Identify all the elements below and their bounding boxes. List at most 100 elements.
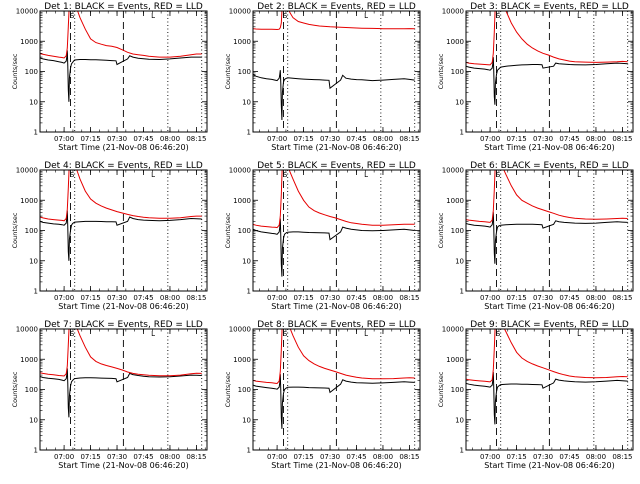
panel-title: Det 8: BLACK = Events, RED = LLD [257,320,416,330]
series-events-line [253,374,415,429]
event-marker-s: S [70,171,75,179]
series-lld-line [40,329,202,377]
series-events-line [40,50,202,102]
x-tick-label: 07:15 [80,135,100,143]
event-marker-s: S [283,12,288,20]
y-tick-label: 100 [25,227,38,235]
event-marker-l: L [364,171,368,179]
y-axis-label: Counts/sec [11,212,19,248]
event-marker-l: L [577,171,581,179]
series-events-line [253,70,415,121]
event-marker-l: L [364,12,368,20]
event-marker-s: S [70,12,75,20]
series-events-line [466,57,628,105]
y-tick-label: 100 [451,68,464,76]
panel-title: Det 9: BLACK = Events, RED = LLD [470,320,629,330]
y-tick-label: 10 [242,416,251,424]
x-tick-label: 07:00 [480,453,500,461]
y-tick-label: 100 [25,386,38,394]
x-axis-label: Start Time (21-Nov-08 06:46:20) [484,461,614,470]
y-tick-label: 10000 [16,8,38,16]
x-tick-label: 07:30 [533,135,553,143]
x-tick-label: 08:15 [612,294,632,302]
x-tick-label: 07:45 [559,135,579,143]
y-tick-label: 10 [29,257,38,265]
y-tick-label: 100 [238,68,251,76]
x-tick-label: 07:30 [107,294,127,302]
y-tick-label: 1 [460,447,464,455]
y-axis-label: Counts/sec [437,212,445,248]
x-axis-label: Start Time (21-Nov-08 06:46:20) [271,461,401,470]
x-tick-label: 07:45 [559,294,579,302]
event-marker-s: S [283,330,288,338]
x-tick-label: 07:15 [293,135,313,143]
series-lld-line [466,329,628,383]
x-axis-label: Start Time (21-Nov-08 06:46:20) [484,143,614,152]
y-tick-label: 1000 [233,197,251,205]
series-lld-line [253,329,415,385]
y-tick-label: 10000 [442,326,464,334]
x-axis-label: Start Time (21-Nov-08 06:46:20) [58,143,188,152]
y-tick-label: 10000 [16,167,38,175]
x-tick-label: 08:15 [612,453,632,461]
x-tick-label: 08:15 [399,135,419,143]
y-tick-label: 1000 [446,356,464,364]
panel-title: Det 1: BLACK = Events, RED = LLD [44,2,203,12]
y-tick-label: 1 [460,288,464,296]
x-axis-label: Start Time (21-Nov-08 06:46:20) [271,302,401,311]
x-axis-label: Start Time (21-Nov-08 06:46:20) [58,461,188,470]
x-tick-label: 07:00 [54,453,74,461]
y-tick-label: 1 [247,288,251,296]
event-marker-s: S [496,12,501,20]
x-tick-label: 07:15 [506,453,526,461]
x-tick-label: 07:00 [54,135,74,143]
y-tick-label: 100 [451,386,464,394]
x-tick-label: 08:15 [186,135,206,143]
x-axis-label: Start Time (21-Nov-08 06:46:20) [271,143,401,152]
y-axis-label: Counts/sec [224,53,232,89]
y-tick-label: 10 [242,257,251,265]
y-tick-label: 1000 [20,38,38,46]
x-axis-label: Start Time (21-Nov-08 06:46:20) [58,302,188,311]
x-tick-label: 08:00 [373,135,393,143]
x-tick-label: 07:00 [267,453,287,461]
series-events-line [40,368,202,418]
y-tick-label: 10 [455,257,464,265]
x-tick-label: 07:45 [559,453,579,461]
y-tick-label: 100 [238,227,251,235]
y-tick-label: 1000 [446,38,464,46]
y-tick-label: 100 [25,68,38,76]
x-tick-label: 07:30 [320,453,340,461]
x-tick-label: 07:30 [320,135,340,143]
series-events-line [40,210,202,261]
y-tick-label: 10 [242,98,251,106]
y-tick-label: 10 [455,416,464,424]
x-tick-label: 08:15 [612,135,632,143]
y-tick-label: 10000 [442,8,464,16]
x-axis-label: Start Time (21-Nov-08 06:46:20) [484,302,614,311]
event-marker-s: S [70,330,75,338]
x-tick-label: 08:00 [160,294,180,302]
event-marker-l: L [364,330,368,338]
x-tick-label: 07:00 [480,294,500,302]
x-tick-label: 08:15 [399,453,419,461]
panel-title: Det 6: BLACK = Events, RED = LLD [470,161,629,171]
x-tick-label: 07:45 [346,135,366,143]
y-tick-label: 1 [34,129,38,137]
x-tick-label: 07:15 [293,453,313,461]
y-tick-label: 1 [460,129,464,137]
series-lld-line [466,11,628,66]
y-axis-label: Counts/sec [437,53,445,89]
y-tick-label: 100 [238,386,251,394]
event-marker-l: L [151,12,155,20]
x-tick-label: 07:45 [133,135,153,143]
x-tick-label: 08:00 [586,135,606,143]
y-tick-label: 100 [451,227,464,235]
event-marker-l: L [151,171,155,179]
